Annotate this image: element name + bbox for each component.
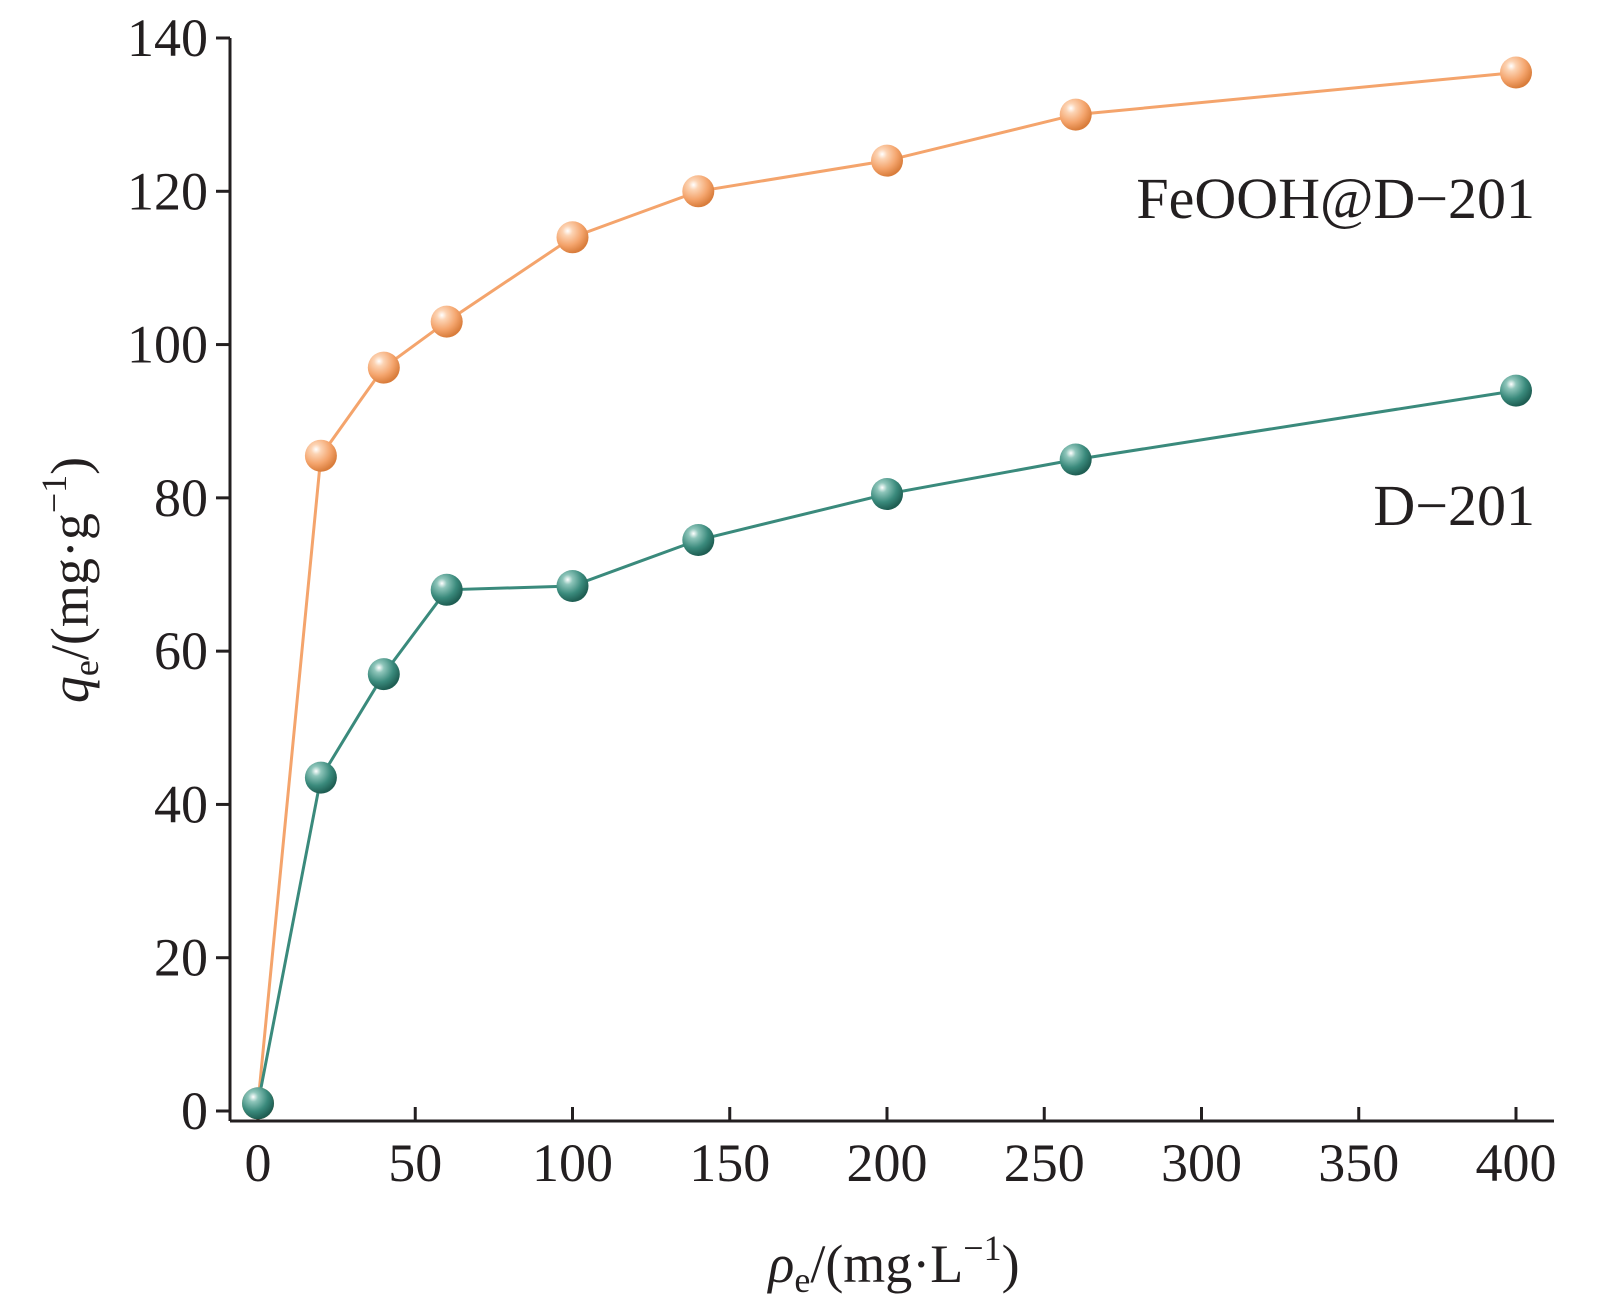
x-axis-title: ρe/(mg·L−1) xyxy=(766,1228,1019,1300)
y-axis-unit: /(mg·g xyxy=(40,513,100,660)
y-tick-label: 60 xyxy=(154,621,208,681)
data-point-d201 xyxy=(367,658,400,691)
x-tick-label: 200 xyxy=(847,1133,928,1193)
data-point-feooh-d201 xyxy=(430,305,463,338)
data-point-d201 xyxy=(242,1087,274,1120)
y-tick-label: 40 xyxy=(154,774,208,834)
data-point-feooh-d201 xyxy=(304,439,337,472)
x-tick-label: 0 xyxy=(245,1133,272,1193)
y-tick-label: 80 xyxy=(154,468,208,528)
data-point-feooh-d201 xyxy=(682,175,715,208)
x-axis-subscript: e xyxy=(794,1260,810,1300)
y-axis-superscript: −1 xyxy=(34,475,74,513)
series-label-d201: D−201 xyxy=(1373,473,1535,538)
y-tick-label: 20 xyxy=(154,928,208,988)
x-tick-label: 50 xyxy=(388,1133,442,1193)
data-point-d201 xyxy=(871,478,903,510)
y-tick-label: 140 xyxy=(127,8,208,68)
x-axis-superscript: −1 xyxy=(963,1228,1001,1268)
x-tick-label: 300 xyxy=(1161,1133,1242,1193)
y-axis-unit-close: ) xyxy=(40,457,100,475)
data-point-feooh-d201 xyxy=(1500,56,1532,89)
series-label-feooh-d201: FeOOH@D−201 xyxy=(1136,166,1535,231)
x-tick-label: 400 xyxy=(1476,1133,1557,1193)
data-point-d201 xyxy=(556,570,589,602)
x-ticks: 0 50 100 150 200 250 300 350 400 xyxy=(245,1107,1557,1193)
y-axis-symbol: q xyxy=(40,676,100,703)
x-tick-label: 150 xyxy=(689,1133,770,1193)
x-axis-unit-close: ) xyxy=(1002,1234,1020,1294)
y-axis-title: qe/(mg·g−1) xyxy=(34,457,106,703)
y-tick-label: 0 xyxy=(181,1081,208,1141)
y-tick-label: 100 xyxy=(127,315,208,375)
data-point-feooh-d201 xyxy=(556,221,589,254)
x-axis-symbol: ρ xyxy=(766,1234,794,1294)
x-axis-unit: /(mg·L xyxy=(810,1234,963,1294)
data-point-feooh-d201 xyxy=(871,144,903,177)
data-point-feooh-d201 xyxy=(1059,98,1092,131)
data-point-feooh-d201 xyxy=(367,351,400,384)
y-axis-subscript: e xyxy=(66,660,106,676)
x-tick-label: 100 xyxy=(532,1133,613,1193)
x-tick-label: 350 xyxy=(1318,1133,1399,1193)
data-point-d201 xyxy=(1059,443,1092,476)
data-point-d201 xyxy=(430,573,463,606)
y-tick-label: 120 xyxy=(127,161,208,221)
data-point-d201 xyxy=(682,524,715,556)
x-tick-label: 250 xyxy=(1004,1133,1085,1193)
data-point-d201 xyxy=(304,761,337,794)
data-point-d201 xyxy=(1500,374,1532,407)
axes xyxy=(228,38,1554,1123)
series-points xyxy=(242,56,1532,1120)
y-ticks: 0 20 40 60 80 100 120 140 xyxy=(127,8,230,1141)
